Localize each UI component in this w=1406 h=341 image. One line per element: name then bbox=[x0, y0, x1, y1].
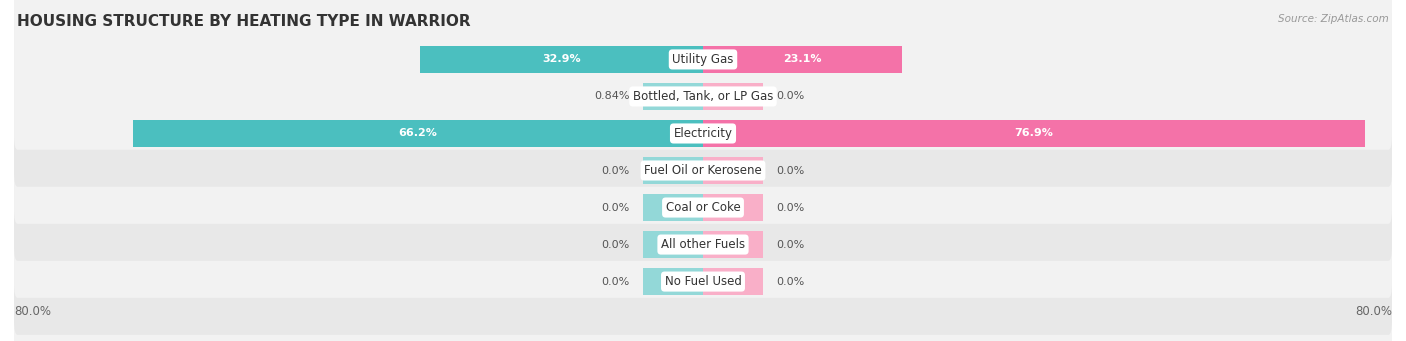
Bar bbox=[419, 46, 703, 73]
Text: Electricity: Electricity bbox=[673, 127, 733, 140]
Text: HOUSING STRUCTURE BY HEATING TYPE IN WARRIOR: HOUSING STRUCTURE BY HEATING TYPE IN WAR… bbox=[17, 14, 471, 29]
FancyBboxPatch shape bbox=[14, 43, 1392, 224]
Text: 32.9%: 32.9% bbox=[543, 55, 581, 64]
Text: 0.0%: 0.0% bbox=[776, 165, 804, 176]
Text: 0.0%: 0.0% bbox=[776, 91, 804, 102]
Text: 66.2%: 66.2% bbox=[398, 129, 437, 138]
Bar bbox=[703, 120, 1365, 147]
Bar bbox=[643, 83, 703, 110]
Bar bbox=[643, 194, 703, 221]
Text: All other Fuels: All other Fuels bbox=[661, 238, 745, 251]
Text: 0.0%: 0.0% bbox=[776, 239, 804, 250]
Bar bbox=[703, 46, 901, 73]
Text: Fuel Oil or Kerosene: Fuel Oil or Kerosene bbox=[644, 164, 762, 177]
Text: Bottled, Tank, or LP Gas: Bottled, Tank, or LP Gas bbox=[633, 90, 773, 103]
Bar bbox=[703, 157, 763, 184]
Text: Coal or Coke: Coal or Coke bbox=[665, 201, 741, 214]
Text: 0.0%: 0.0% bbox=[602, 239, 630, 250]
Text: 0.0%: 0.0% bbox=[776, 203, 804, 212]
Text: No Fuel Used: No Fuel Used bbox=[665, 275, 741, 288]
FancyBboxPatch shape bbox=[14, 191, 1392, 341]
Text: 0.0%: 0.0% bbox=[776, 277, 804, 286]
Bar bbox=[643, 268, 703, 295]
Text: 0.0%: 0.0% bbox=[602, 277, 630, 286]
Text: Source: ZipAtlas.com: Source: ZipAtlas.com bbox=[1278, 14, 1389, 24]
Bar bbox=[703, 268, 763, 295]
Bar bbox=[134, 120, 703, 147]
Bar bbox=[703, 231, 763, 258]
FancyBboxPatch shape bbox=[14, 0, 1392, 150]
Text: Utility Gas: Utility Gas bbox=[672, 53, 734, 66]
FancyBboxPatch shape bbox=[14, 117, 1392, 298]
Text: 80.0%: 80.0% bbox=[14, 305, 51, 317]
Bar bbox=[643, 231, 703, 258]
Bar bbox=[643, 157, 703, 184]
Text: 0.0%: 0.0% bbox=[602, 203, 630, 212]
Text: 80.0%: 80.0% bbox=[1355, 305, 1392, 317]
Bar bbox=[703, 83, 763, 110]
FancyBboxPatch shape bbox=[14, 154, 1392, 335]
Text: 0.84%: 0.84% bbox=[595, 91, 630, 102]
Text: 76.9%: 76.9% bbox=[1015, 129, 1053, 138]
Text: 23.1%: 23.1% bbox=[783, 55, 821, 64]
FancyBboxPatch shape bbox=[14, 6, 1392, 187]
Bar bbox=[703, 194, 763, 221]
FancyBboxPatch shape bbox=[14, 80, 1392, 261]
Text: 0.0%: 0.0% bbox=[602, 165, 630, 176]
